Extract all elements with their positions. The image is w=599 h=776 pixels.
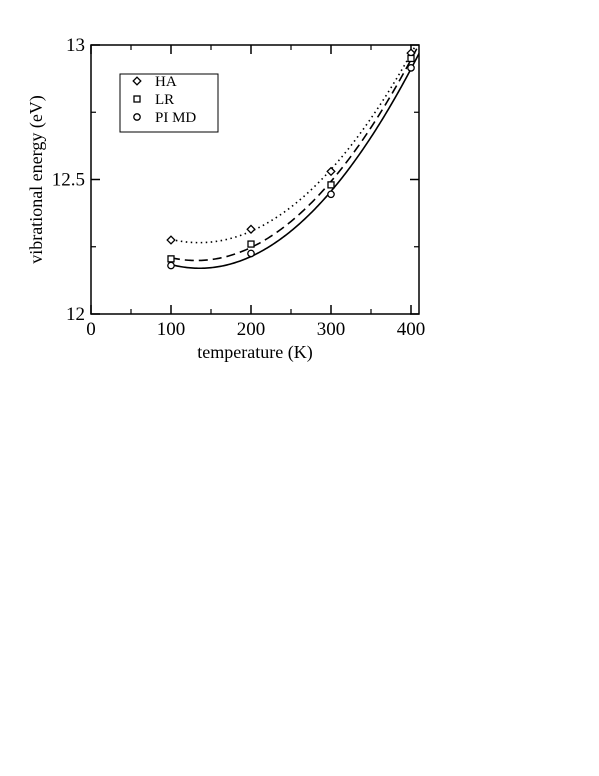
data-point-2 [327,190,335,199]
data-point-0 [246,224,256,234]
data-point-1 [407,54,415,63]
y-tick-label: 13 [66,35,85,56]
data-point-0 [326,166,336,177]
data-point-2 [247,249,255,258]
y-tick-label: 12 [66,304,85,325]
data-point-1 [247,240,255,248]
x-tick-label: 0 [86,319,96,340]
legend-label-0: HA [155,74,177,90]
legend: HA LR PI MD [119,73,219,133]
y-axis-label: vibrational energy (eV) [26,95,47,264]
tick-labels: 0 100 200 300 400 12 12.5 13 [52,35,426,340]
x-axis-label: temperature (K) [197,342,312,363]
data-point-1 [167,255,175,263]
series-line-2 [170,53,419,270]
legend-marker-2 [133,113,141,121]
x-tick-label: 200 [237,319,266,340]
x-tick-label: 400 [397,319,426,340]
x-tick-label: 100 [157,319,186,340]
legend-marker-0 [132,76,142,86]
y-tick-label: 12.5 [52,170,85,191]
series-markers [166,48,416,270]
legend-marker-1 [133,95,141,103]
data-point-1 [327,181,335,189]
data-point-0 [166,235,176,245]
series-line-0 [170,45,417,244]
x-tick-label: 300 [317,319,346,340]
series-line-1 [170,45,419,262]
legend-label-2: PI MD [155,110,196,126]
data-point-2 [167,261,175,270]
legend-label-1: LR [155,92,174,108]
data-point-2 [407,64,415,72]
series-curves [170,45,419,270]
